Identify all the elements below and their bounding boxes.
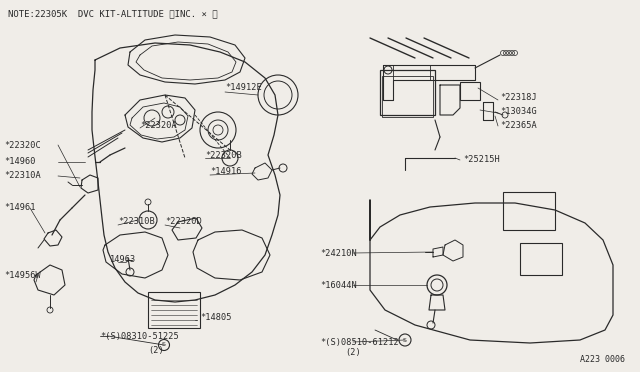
Text: *22320C: *22320C: [4, 141, 41, 150]
Text: *22365A: *22365A: [500, 121, 537, 129]
Text: *14956W: *14956W: [4, 270, 41, 279]
Bar: [503, 192, 555, 230]
Text: S: S: [162, 343, 166, 347]
Text: (2): (2): [345, 349, 361, 357]
Text: *14805: *14805: [200, 314, 232, 323]
Text: *22318J: *22318J: [500, 93, 537, 103]
Text: 14963: 14963: [110, 256, 136, 264]
Text: *13034G: *13034G: [500, 108, 537, 116]
Bar: [148, 292, 200, 328]
Text: NOTE:22305K  DVC KIT-ALTITUDE 〈INC. × 〉: NOTE:22305K DVC KIT-ALTITUDE 〈INC. × 〉: [8, 10, 218, 19]
Text: (2): (2): [148, 346, 164, 355]
Text: S: S: [403, 337, 407, 343]
Text: A223 0006: A223 0006: [580, 356, 625, 365]
Text: *14916: *14916: [210, 167, 241, 176]
Text: *22320B: *22320B: [205, 151, 242, 160]
Bar: [380, 70, 435, 115]
Bar: [382, 76, 433, 117]
Text: *24210N: *24210N: [320, 248, 356, 257]
Text: *14960: *14960: [4, 157, 35, 167]
Text: *22320D: *22320D: [165, 218, 202, 227]
Text: *22310A: *22310A: [4, 171, 41, 180]
Text: *(S)08310-51225: *(S)08310-51225: [100, 333, 179, 341]
Text: *22320A: *22320A: [140, 121, 177, 129]
Text: *(S)08510-61212: *(S)08510-61212: [320, 337, 399, 346]
Text: *22310B: *22310B: [118, 218, 155, 227]
Bar: [460, 82, 480, 100]
Text: *16044N: *16044N: [320, 280, 356, 289]
Text: *25215H: *25215H: [463, 155, 500, 164]
Text: *14912E: *14912E: [225, 83, 262, 93]
Text: *14961: *14961: [4, 203, 35, 212]
Bar: [520, 243, 562, 275]
